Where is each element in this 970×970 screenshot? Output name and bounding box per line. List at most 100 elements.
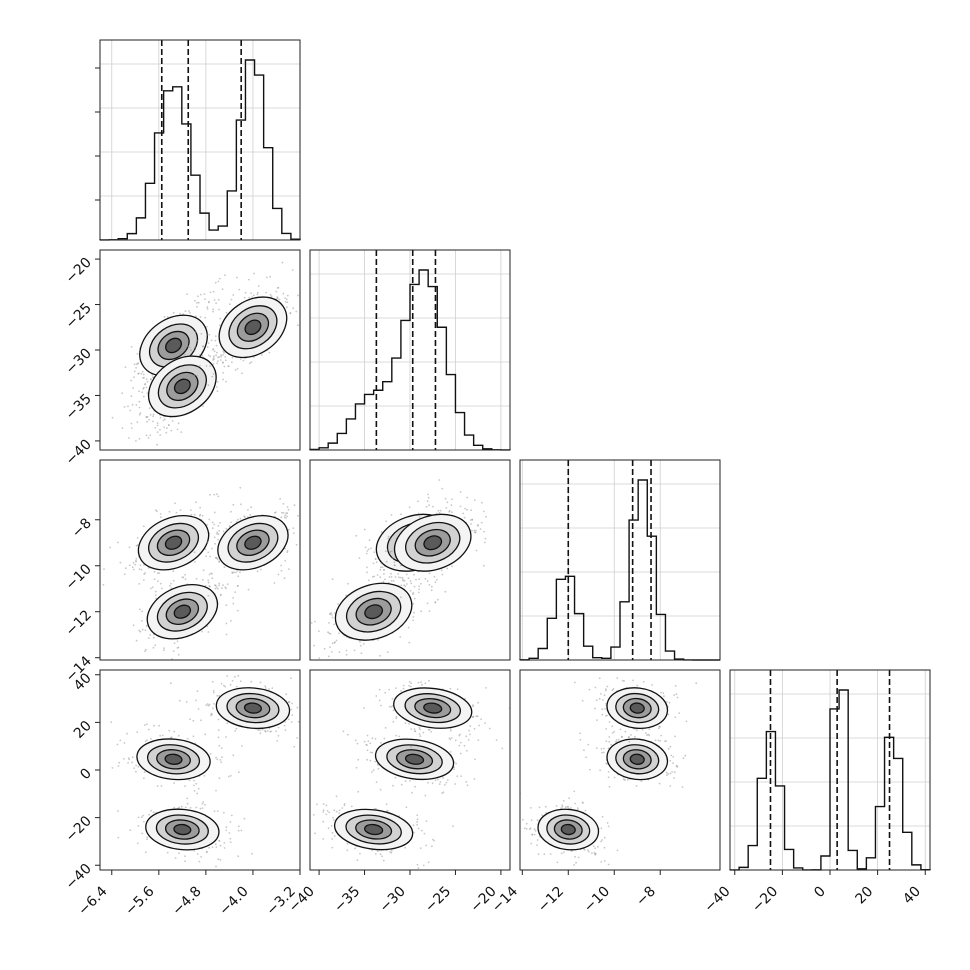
sample-point [667,747,670,750]
x-tick-label: 0 [811,884,829,902]
sample-point [412,824,415,827]
histogram-line [519,479,720,661]
sample-point [383,569,386,571]
sample-point [335,810,338,813]
sample-point [588,688,591,691]
sample-point [229,774,232,777]
sample-point [222,350,225,352]
sample-point [215,302,218,305]
sample-point [312,814,315,816]
sample-point [427,496,430,499]
sample-point [144,648,147,651]
sample-point [214,542,217,545]
sample-point [556,861,559,864]
sample-point [430,585,433,588]
sample-point [250,680,253,683]
sample-point [174,502,176,505]
sample-point [225,527,228,530]
sample-point [600,827,603,830]
sample-point [203,774,206,777]
sample-point [379,853,382,856]
sample-point [212,363,215,365]
sample-point [216,587,219,590]
sample-point [208,585,211,587]
sample-point [424,682,427,685]
sample-point [385,560,388,563]
sample-point [379,576,382,579]
sample-point [584,809,587,812]
sample-point [276,296,279,299]
sample-point [392,580,395,582]
sample-point [136,421,139,423]
sample-point [376,574,379,576]
sample-point [399,564,402,567]
sample-point [168,355,171,357]
sample-point [437,509,440,512]
sample-point [440,569,443,572]
sample-point [249,513,252,516]
sample-point [464,507,467,510]
sample-point [132,624,135,627]
sample-point [470,523,472,525]
sample-point [232,602,235,605]
sample-point [448,737,451,739]
sample-point [232,597,235,599]
sample-point [225,380,227,383]
sample-point [244,516,246,519]
sample-point [380,704,382,707]
sample-point [412,593,414,596]
sample-point [408,684,410,687]
sample-point [416,818,419,821]
sample-point [156,443,159,446]
sample-point [608,741,611,743]
sample-point [602,751,605,754]
sample-point [206,334,208,336]
sample-point [204,316,207,319]
sample-point [392,709,395,712]
sample-point [573,864,575,866]
sample-point [211,375,214,378]
sample-point [201,345,204,348]
sample-point [227,365,230,367]
sample-point [360,644,362,647]
sample-point [585,876,587,878]
sample-point [184,310,187,313]
sample-point [632,679,634,682]
sample-point [360,652,363,655]
sample-point [297,514,299,517]
sample-point [412,619,414,622]
sample-point [426,580,429,582]
sample-point [288,568,290,570]
sample-point [428,504,430,507]
sample-point [484,722,486,724]
sample-point [626,779,629,781]
sample-point [414,730,416,732]
sample-point [388,705,391,708]
sample-point [289,312,292,314]
sample-point [601,839,603,841]
sample-point [488,727,491,730]
sample-point [213,523,216,526]
y-tick-label: −40 [63,861,95,893]
sample-point [575,861,577,864]
contour-level [423,535,443,551]
sample-point [388,551,391,554]
sample-point [356,742,359,745]
sample-point [196,690,199,693]
histogram-line [99,59,301,241]
sample-point [209,493,211,496]
sample-point [671,771,673,773]
sample-point [220,761,223,763]
sample-point [322,838,325,840]
sample-point [439,509,442,512]
sample-point [380,531,383,533]
sample-point [220,682,223,685]
sample-point [338,812,341,814]
sample-point [434,601,437,604]
sample-point [207,301,210,304]
sample-point [238,288,241,291]
sample-point [305,713,307,715]
sample-point [222,584,224,587]
sample-point [642,681,645,683]
sample-point [379,566,382,569]
